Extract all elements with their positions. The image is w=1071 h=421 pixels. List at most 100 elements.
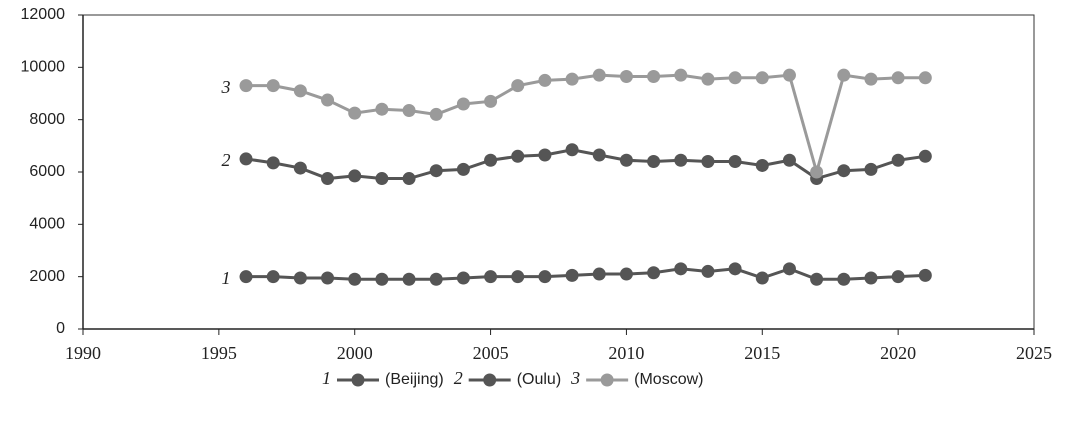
data-point	[293, 271, 307, 285]
x-tick-label: 2015	[744, 343, 780, 363]
data-point	[701, 72, 715, 86]
data-point	[402, 104, 416, 118]
data-point	[891, 270, 905, 284]
data-point	[375, 172, 389, 186]
x-tick-label: 2000	[337, 343, 373, 363]
data-point	[728, 262, 742, 276]
data-point	[674, 153, 688, 167]
data-point	[565, 268, 579, 282]
data-point	[755, 158, 769, 172]
data-point	[375, 272, 389, 286]
data-point	[511, 79, 525, 93]
data-point	[456, 271, 470, 285]
legend-number: 1	[322, 368, 331, 388]
data-point	[266, 79, 280, 93]
data-point	[619, 69, 633, 83]
legend-marker	[600, 373, 614, 387]
series-line	[245, 148, 926, 181]
data-point	[402, 272, 416, 286]
y-tick-label: 10000	[21, 59, 66, 76]
data-point	[891, 71, 905, 85]
x-tick-label: 2020	[880, 343, 916, 363]
data-point	[864, 72, 878, 86]
data-point	[619, 267, 633, 281]
data-point	[484, 153, 498, 167]
x-tick-label: 1995	[201, 343, 237, 363]
data-point	[293, 84, 307, 98]
data-point	[674, 262, 688, 276]
y-tick-label: 6000	[29, 163, 65, 180]
legend-number: 3	[570, 368, 580, 388]
data-point	[619, 153, 633, 167]
data-point	[348, 106, 362, 120]
data-point	[647, 69, 661, 83]
series-line	[246, 267, 926, 281]
data-point	[782, 68, 796, 82]
x-tick-label: 2010	[608, 343, 644, 363]
legend-label: (Beijing)	[385, 371, 444, 388]
data-point	[864, 271, 878, 285]
data-point	[592, 267, 606, 281]
data-point	[918, 268, 932, 282]
data-point	[837, 272, 851, 286]
data-point	[810, 272, 824, 286]
data-point	[918, 149, 932, 163]
data-point	[348, 272, 362, 286]
data-point	[266, 156, 280, 170]
data-point	[429, 107, 443, 121]
legend-marker	[483, 373, 497, 387]
data-point	[511, 270, 525, 284]
y-tick-label: 8000	[29, 111, 65, 128]
data-point	[918, 71, 932, 85]
data-point	[239, 152, 253, 166]
data-point	[321, 172, 335, 186]
series-annotation: 1	[222, 268, 231, 288]
y-tick-label: 4000	[29, 216, 65, 233]
data-point	[701, 155, 715, 169]
data-point	[701, 264, 715, 278]
data-point	[402, 172, 416, 186]
data-point	[348, 169, 362, 183]
data-point	[375, 102, 389, 116]
legend-label: (Moscow)	[634, 371, 703, 388]
x-tick-label: 2005	[473, 343, 509, 363]
data-point	[647, 155, 661, 169]
data-point	[293, 161, 307, 175]
y-tick-label: 2000	[29, 268, 65, 285]
data-point	[456, 162, 470, 176]
data-point	[755, 71, 769, 85]
data-point	[728, 155, 742, 169]
data-point	[810, 165, 824, 179]
data-point	[321, 271, 335, 285]
legend-marker	[351, 373, 365, 387]
legend-number: 2	[454, 368, 463, 388]
data-point	[565, 143, 579, 157]
data-point	[891, 153, 905, 167]
data-point	[456, 97, 470, 111]
data-point	[647, 266, 661, 280]
data-point	[592, 148, 606, 162]
y-tick-label: 0	[56, 320, 65, 337]
data-point	[511, 149, 525, 163]
legend-label: (Oulu)	[517, 371, 561, 388]
data-point	[484, 270, 498, 284]
data-point	[755, 271, 769, 285]
series-line	[246, 73, 926, 178]
data-point	[782, 153, 796, 167]
data-point	[837, 164, 851, 178]
data-point	[429, 272, 443, 286]
y-tick-label: 12000	[21, 6, 66, 23]
data-point	[239, 79, 253, 93]
data-point	[239, 270, 253, 284]
data-point	[674, 68, 688, 82]
x-tick-label: 1990	[65, 343, 101, 363]
series-annotation: 3	[221, 77, 231, 97]
data-point	[484, 94, 498, 108]
x-tick-label: 2025	[1016, 343, 1052, 363]
data-point	[565, 72, 579, 86]
data-point	[538, 270, 552, 284]
data-point	[538, 148, 552, 162]
data-point	[837, 68, 851, 82]
series-annotation: 2	[222, 150, 231, 170]
